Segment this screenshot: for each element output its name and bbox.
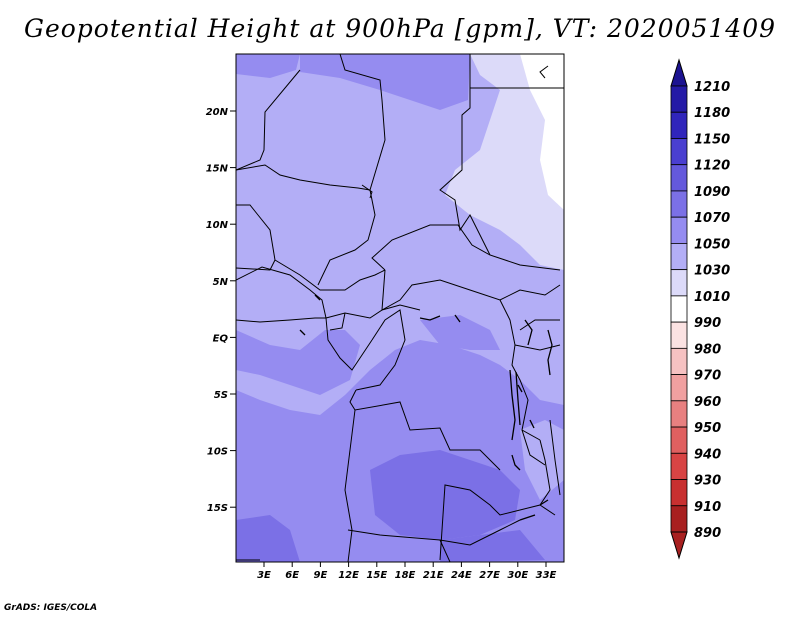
lon-label: 21E [423,570,444,581]
colorbar-box [670,295,688,323]
colorbar-label: 1120 [694,159,730,174]
colorbar-box [670,111,688,139]
map-lakes [299,294,553,521]
colorbar: 1210 1180 1150 1120 1090 1070 1050 1030 1010 990 9… [670,58,730,560]
colorbar-box [670,479,688,507]
latitude-axis: 20N 15N 10N 5N EQ 5S 10S 15S [206,107,236,514]
colorbar-label: 970 [694,369,721,384]
field-white-east [520,54,564,210]
lon-label: 30E [507,570,528,581]
colorbar-box [670,243,688,271]
lat-label: 5S [214,390,228,401]
lat-label: 15S [207,503,228,514]
field-south-deep [370,450,520,540]
field-congo-medium [420,315,500,350]
map-borders [236,54,564,562]
field-northwest-band [236,54,300,78]
colorbar-box [670,164,688,192]
colorbar-box [670,426,688,454]
lon-label: 15E [366,570,387,581]
field-pale-east [445,54,564,270]
map-field [236,54,564,562]
colorbar-label: 940 [694,447,721,462]
colorbar-box [670,374,688,402]
map-title: Geopotential Height at 900hPa [gpm], VT:… [23,14,777,43]
colorbar-box [670,452,688,480]
field-north-band [300,54,470,110]
colorbar-box [670,138,688,166]
lon-label: 27E [479,570,500,581]
lat-label: 10S [207,447,228,458]
colorbar-label: 990 [694,316,721,331]
colorbar-label: 1010 [694,290,730,305]
grads-credit: GrADS: IGES/COLA [4,603,98,613]
colorbar-box [670,347,688,375]
lon-label: 18E [395,570,416,581]
colorbar-top-arrow [670,58,688,87]
colorbar-box [670,216,688,244]
colorbar-box [670,269,688,297]
colorbar-label: 1030 [694,264,730,279]
colorbar-label: 910 [694,500,721,515]
lat-label: 5N [213,277,229,288]
colorbar-label: 1180 [694,106,730,121]
colorbar-box [670,85,688,113]
lon-label: 6E [285,570,299,581]
lon-label: 33E [536,570,557,581]
colorbar-box [670,190,688,218]
map-frame [235,53,565,563]
lon-label: 24E [451,570,472,581]
colorbar-box [670,505,688,533]
colorbar-label: 1050 [694,237,730,252]
colorbar-label: 980 [694,342,721,357]
colorbar-label: 930 [694,474,721,489]
field-coast-medium [236,330,360,395]
colorbar-bottom-arrow [670,531,688,560]
field-southeast-deep [440,530,545,562]
colorbar-label: 1090 [694,185,730,200]
longitude-axis: 3E 6E 9E 12E 15E 18E 21E 24E 27E 30E 33E [257,562,557,581]
lat-label: 10N [206,220,229,231]
colorbar-label: 890 [694,526,721,541]
colorbar-label: 1210 [694,80,730,95]
lon-label: 9E [314,570,328,581]
lon-label: 12E [338,570,359,581]
colorbar-box [670,321,688,349]
lat-label: 15N [206,164,229,175]
colorbar-label: 1070 [694,211,730,226]
colorbar-label: 950 [694,421,721,436]
colorbar-box [670,400,688,428]
lat-label: 20N [206,107,229,118]
field-southwest-deep [236,515,300,562]
lon-label: 3E [257,570,271,581]
lat-label: EQ [213,333,229,344]
colorbar-label: 1150 [694,132,730,147]
colorbar-label: 960 [694,395,721,410]
